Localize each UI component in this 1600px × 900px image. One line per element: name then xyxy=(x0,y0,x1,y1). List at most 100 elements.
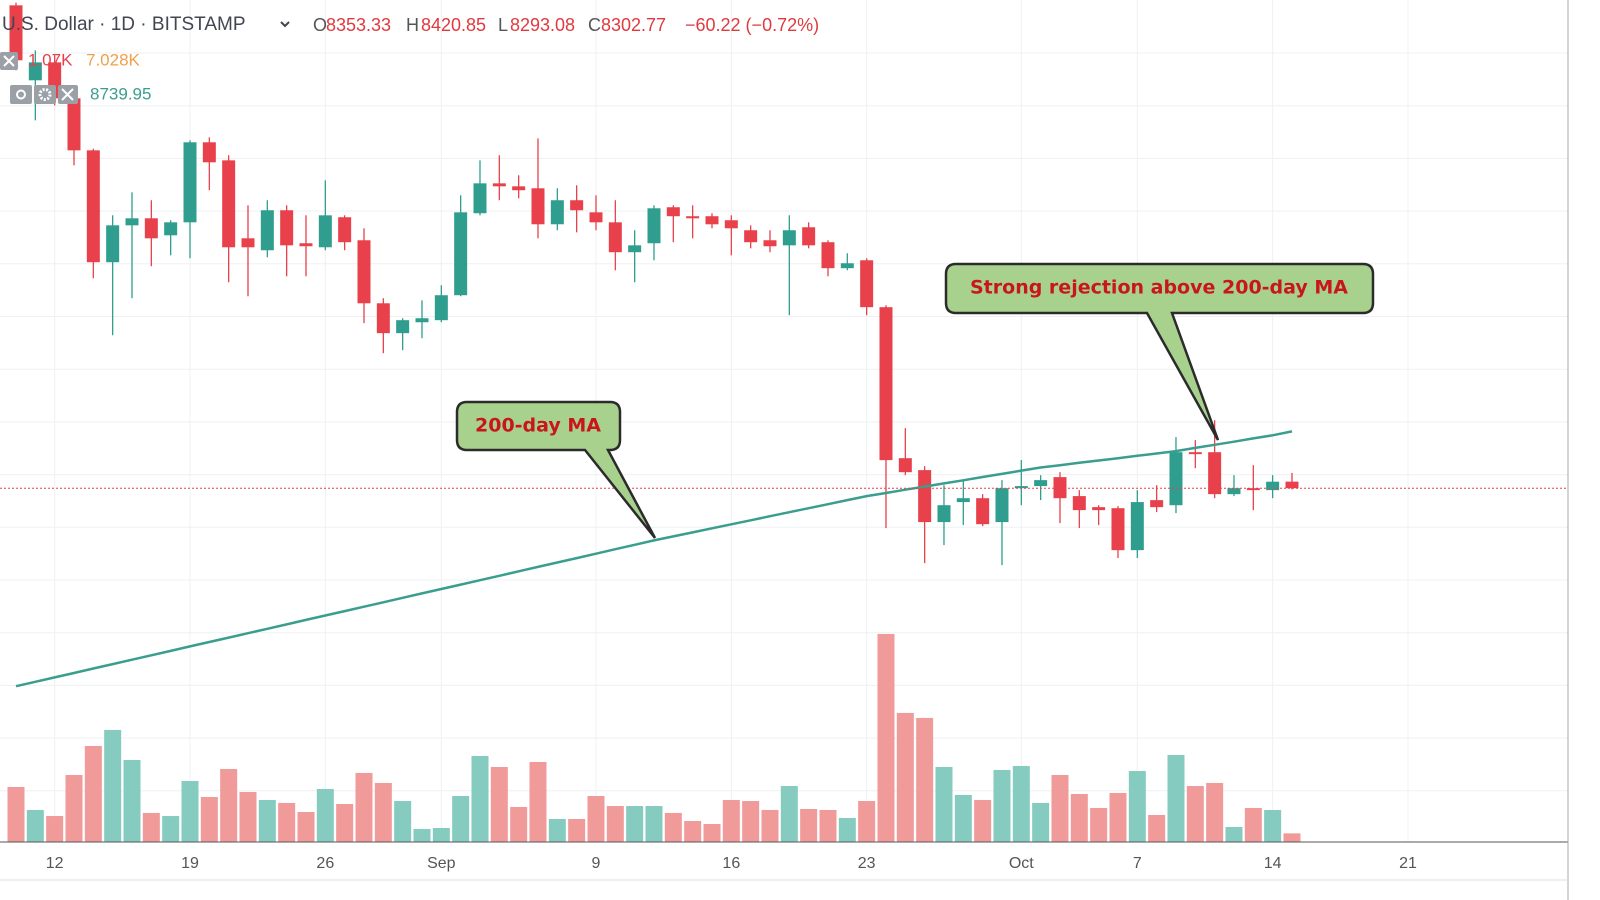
volume-bar xyxy=(1032,802,1050,842)
candle-body xyxy=(1014,486,1028,489)
volume-pane xyxy=(7,633,1301,842)
candle-body xyxy=(106,225,120,263)
volume-bar xyxy=(220,768,238,842)
volume-bar xyxy=(684,821,702,842)
candle-body xyxy=(454,212,468,296)
volume-bar xyxy=(1051,774,1069,842)
volume-bar xyxy=(471,756,489,842)
candle-body xyxy=(1130,502,1144,551)
price-pane xyxy=(0,2,1568,688)
volume-bar xyxy=(7,786,25,842)
ohlc-value: 8302.77 xyxy=(601,15,666,35)
callout: Strong rejection above 200-day MA xyxy=(944,262,1375,441)
volume-bar xyxy=(974,799,992,842)
volume-bar xyxy=(626,806,644,842)
candle-body xyxy=(338,217,352,243)
candle-body xyxy=(1285,481,1299,489)
candle-body xyxy=(260,210,274,251)
candle-body xyxy=(1111,508,1125,551)
candle-body xyxy=(9,5,23,61)
candle-body xyxy=(202,142,216,163)
candle-body xyxy=(744,230,758,243)
ohlc-value: 8293.08 xyxy=(510,15,575,35)
candle-body xyxy=(1188,452,1202,455)
legend-header: U.S. Dollar · 1D · BITSTAMP O 8353.33 H … xyxy=(0,14,819,104)
candle-body xyxy=(995,488,1009,523)
candle-body xyxy=(976,498,990,525)
volume-bar xyxy=(703,824,721,842)
candle-body xyxy=(860,260,874,308)
volume-bar xyxy=(239,791,257,842)
volume-bar xyxy=(916,717,934,842)
volume-bar xyxy=(142,812,160,842)
candle-body xyxy=(628,245,642,253)
grid xyxy=(0,0,1568,842)
volume-bar xyxy=(123,759,141,842)
candle-body xyxy=(821,242,835,269)
candle-body xyxy=(125,218,139,226)
callout-box xyxy=(455,400,657,539)
volume-bar xyxy=(877,633,895,842)
x-tick-label: 7 xyxy=(1133,855,1142,872)
candle-body xyxy=(492,183,506,187)
volume-bar xyxy=(858,801,876,842)
volume-bar xyxy=(664,812,682,842)
volume-bar xyxy=(548,819,566,842)
ohlc-value: 8353.33 xyxy=(326,15,391,35)
eye-icon-glyph xyxy=(16,89,26,100)
candle-body xyxy=(183,142,197,223)
ma-legend: 8739.95 xyxy=(90,84,151,103)
candle-body xyxy=(608,222,622,253)
chevron[interactable] xyxy=(280,21,290,28)
ohlc-label: H xyxy=(406,15,419,35)
volume-bar xyxy=(336,804,354,842)
x-tick-label: 26 xyxy=(316,855,334,872)
candle-body xyxy=(531,188,545,225)
candle-body xyxy=(956,498,970,503)
close-icon-glyph xyxy=(3,55,15,67)
candle-body xyxy=(1092,507,1106,511)
candle-body xyxy=(763,240,777,247)
callout-text: 200-day MA xyxy=(475,415,601,437)
eye-icon[interactable] xyxy=(10,85,32,104)
settings-icon[interactable] xyxy=(34,85,56,104)
candle-body xyxy=(28,62,42,81)
candle-body xyxy=(705,216,719,225)
candle-body xyxy=(550,200,564,225)
volume-bar xyxy=(935,766,953,842)
candle-body xyxy=(570,200,584,211)
volume-bar xyxy=(1225,826,1243,842)
volume-bar xyxy=(297,811,315,842)
candle-body xyxy=(299,243,313,247)
ohlc-label: O xyxy=(313,15,327,35)
candle-body xyxy=(1169,452,1183,506)
volume-bar xyxy=(452,796,470,842)
volume-bar xyxy=(1090,807,1108,842)
volume-legend: 1.07K xyxy=(28,50,73,69)
volume-bar xyxy=(1070,794,1088,842)
volume-bar xyxy=(1283,833,1301,842)
volume-bar xyxy=(316,789,334,842)
volume-bar xyxy=(529,761,547,842)
volume-bar xyxy=(490,766,508,842)
candle-body xyxy=(86,150,100,263)
candle-body xyxy=(724,220,738,229)
volume-bar xyxy=(1012,766,1030,842)
volume-bar xyxy=(1148,814,1166,842)
volume-bar xyxy=(200,796,218,842)
callout-text: Strong rejection above 200-day MA xyxy=(970,277,1348,299)
candle-body xyxy=(415,318,429,323)
x-tick-label: 16 xyxy=(722,855,740,872)
volume-bar xyxy=(432,827,450,842)
ohlc-label: L xyxy=(498,15,508,35)
candle-body xyxy=(782,230,796,246)
volume-bar xyxy=(761,809,779,842)
candle-body xyxy=(164,222,178,236)
ohlc-label: C xyxy=(588,15,601,35)
volume-bar xyxy=(258,799,276,842)
change: −60.22 (−0.72%) xyxy=(685,15,819,35)
volume-bar xyxy=(645,806,663,842)
volume-bar xyxy=(1206,782,1224,842)
